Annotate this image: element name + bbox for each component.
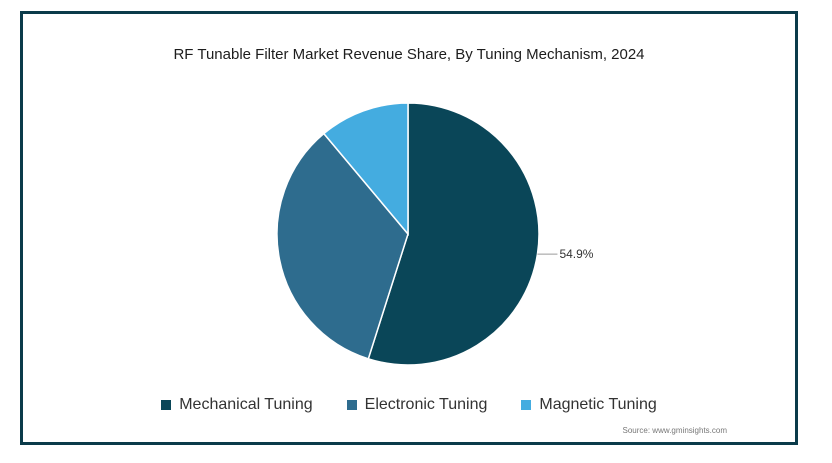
legend-swatch — [346, 400, 357, 410]
legend-item-electronic: Electronic Tuning — [346, 396, 488, 414]
legend-swatch — [161, 400, 172, 410]
legend-item-magnetic: Magnetic Tuning — [521, 396, 657, 414]
legend-swatch — [521, 400, 532, 410]
chart-title: RF Tunable Filter Market Revenue Share, … — [173, 46, 645, 63]
data-label: 54.9% — [559, 247, 593, 261]
chart-frame: RF Tunable Filter Market Revenue Share, … — [20, 11, 798, 445]
source-note: Source: www.gminsights.com — [622, 426, 727, 435]
legend-label: Electronic Tuning — [364, 396, 488, 413]
chart-legend: Mechanical Tuning Electronic Tuning Magn… — [23, 396, 795, 414]
legend-label: Magnetic Tuning — [539, 396, 657, 413]
legend-label: Mechanical Tuning — [179, 396, 313, 413]
pie-chart: 54.9% — [276, 102, 594, 366]
slice-magnetic-tuning — [322, 102, 409, 237]
legend-item-mechanical: Mechanical Tuning — [161, 396, 313, 414]
slice-electronic-tuning — [276, 132, 409, 360]
